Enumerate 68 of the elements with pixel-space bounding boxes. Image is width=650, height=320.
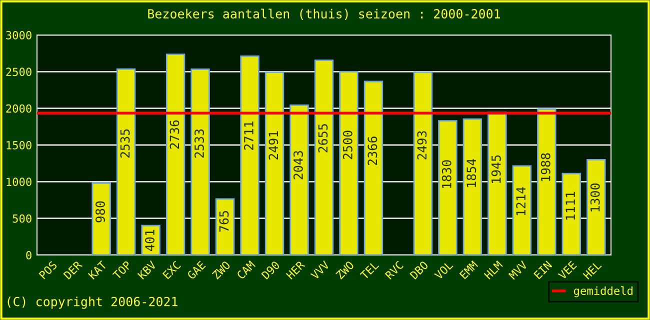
x-tick-label: CAM bbox=[236, 260, 256, 280]
data-label: 980 bbox=[96, 201, 105, 222]
y-tick-label: 2000 bbox=[6, 104, 32, 113]
bar bbox=[438, 120, 458, 255]
bar bbox=[462, 118, 482, 255]
y-tick-label: 0 bbox=[26, 251, 32, 260]
y-tick-label: 2500 bbox=[6, 68, 32, 76]
y-tick-label: 1500 bbox=[6, 141, 32, 150]
x-tick-label: POS bbox=[38, 260, 58, 280]
bar bbox=[314, 60, 334, 255]
x-tick-label: EXC bbox=[162, 260, 182, 280]
x-tick-label: EMM bbox=[459, 260, 478, 280]
x-tick-label: D90 bbox=[261, 260, 280, 280]
y-tick-label: 3000 bbox=[6, 31, 32, 40]
bar bbox=[537, 108, 556, 255]
data-label: 1988 bbox=[540, 153, 550, 182]
x-tick-label: HEL bbox=[582, 260, 602, 280]
legend-label: gemiddeld bbox=[574, 286, 632, 298]
bar bbox=[215, 198, 235, 255]
text: (C) copyright 2006-2021 bbox=[8, 296, 178, 309]
bar bbox=[413, 71, 433, 255]
chart-title: Bezoekers aantallen (thuis) seizoen : 2000-2001 bbox=[148, 8, 500, 20]
bar bbox=[364, 80, 384, 255]
bar bbox=[562, 172, 582, 255]
data-label: 1945 bbox=[491, 155, 501, 183]
data-label: 2655 bbox=[318, 124, 328, 152]
data-label: 2491 bbox=[268, 131, 278, 160]
data-label: 2500 bbox=[342, 130, 352, 160]
x-tick-label: VOL bbox=[434, 260, 454, 280]
data-label: 2493 bbox=[417, 131, 427, 160]
bar bbox=[190, 68, 210, 255]
bar bbox=[512, 165, 532, 255]
data-label: 2711 bbox=[244, 122, 254, 150]
bar bbox=[166, 54, 186, 255]
bar bbox=[92, 182, 111, 255]
x-tick-label: VEE bbox=[558, 260, 577, 280]
x-tick-label: VVV bbox=[310, 260, 330, 280]
data-label: 2736 bbox=[170, 120, 180, 149]
data-label: 2533 bbox=[194, 129, 204, 158]
data-label: 2043 bbox=[293, 150, 303, 180]
x-tick-label: ZWO bbox=[212, 260, 231, 280]
x-tick-label: TOP bbox=[112, 260, 132, 280]
bar bbox=[264, 72, 284, 255]
x-tick-label: HER bbox=[286, 260, 306, 280]
data-label: 401 bbox=[145, 230, 154, 251]
bar bbox=[488, 112, 507, 255]
data-label: 1854 bbox=[466, 158, 476, 187]
x-tick-label: GAE bbox=[186, 260, 206, 280]
bar bbox=[116, 68, 136, 255]
bar bbox=[586, 158, 606, 255]
data-label: 1111 bbox=[566, 192, 575, 220]
data-label: 1300 bbox=[590, 184, 600, 212]
x-tick-label: RVC bbox=[384, 260, 404, 280]
y-tick-label: 1000 bbox=[6, 178, 32, 186]
bar bbox=[339, 70, 358, 255]
data-label: 1214 bbox=[516, 187, 526, 216]
data-label: 1830 bbox=[442, 160, 452, 188]
data-label: 2535 bbox=[120, 129, 130, 158]
x-tick-label: TEL bbox=[360, 260, 380, 280]
x-tick-label: DER bbox=[63, 260, 83, 280]
x-tick-label: ZWO bbox=[335, 260, 354, 280]
data-label: 2366 bbox=[368, 136, 378, 166]
y-tick-label: 500 bbox=[12, 214, 32, 223]
data-label: 765 bbox=[219, 211, 229, 232]
bar bbox=[240, 56, 260, 255]
x-tick-label: DBO bbox=[409, 260, 429, 280]
bar bbox=[141, 224, 160, 255]
bar bbox=[290, 104, 309, 255]
